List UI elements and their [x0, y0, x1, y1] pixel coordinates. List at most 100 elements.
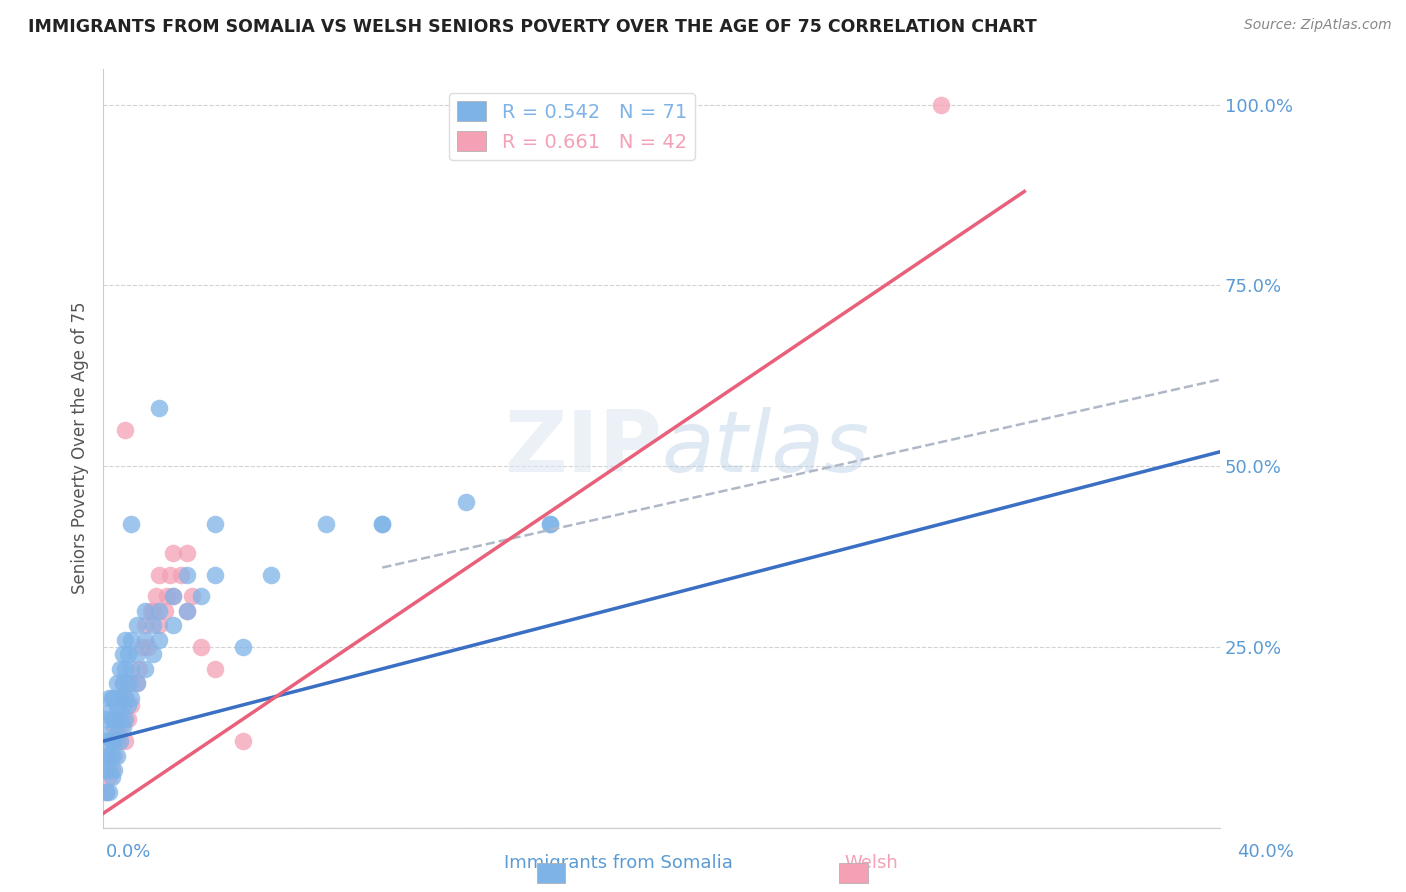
Point [100, 770, 122, 784]
Point [94, 785, 117, 799]
Point [454, 495, 477, 509]
Point [315, 517, 337, 532]
Point [111, 720, 134, 734]
Point [117, 676, 139, 690]
Point [650, 97, 672, 112]
Point [120, 676, 142, 690]
Point [125, 618, 148, 632]
Point [94, 734, 117, 748]
Point [97, 690, 120, 705]
Point [153, 604, 176, 618]
Point [108, 690, 131, 705]
Point [232, 640, 254, 654]
Point [204, 567, 226, 582]
Point [120, 632, 142, 647]
Point [117, 648, 139, 662]
Point [111, 676, 134, 690]
Point [162, 618, 184, 632]
Point [108, 734, 131, 748]
Point [134, 618, 156, 632]
Point [103, 720, 125, 734]
Point [103, 763, 125, 777]
Point [114, 690, 136, 705]
Point [108, 690, 131, 705]
Point [105, 748, 128, 763]
Point [97, 748, 120, 763]
Point [117, 698, 139, 712]
Point [114, 690, 136, 705]
Point [371, 517, 394, 532]
Text: 40.0%: 40.0% [1237, 843, 1294, 861]
Point [103, 713, 125, 727]
Text: ZIP: ZIP [503, 407, 661, 490]
Point [170, 567, 193, 582]
Point [371, 517, 394, 532]
Point [176, 604, 198, 618]
Point [100, 734, 122, 748]
Point [114, 734, 136, 748]
Point [100, 713, 122, 727]
Text: atlas: atlas [661, 407, 869, 490]
Point [97, 727, 120, 741]
Point [108, 713, 131, 727]
Text: Immigrants from Somalia: Immigrants from Somalia [505, 855, 733, 872]
Point [111, 698, 134, 712]
Point [120, 662, 142, 676]
Point [94, 785, 117, 799]
Text: IMMIGRANTS FROM SOMALIA VS WELSH SENIORS POVERTY OVER THE AGE OF 75 CORRELATION : IMMIGRANTS FROM SOMALIA VS WELSH SENIORS… [28, 18, 1036, 36]
Point [136, 640, 159, 654]
Point [181, 590, 204, 604]
Legend: R = 0.542   N = 71, R = 0.661   N = 42: R = 0.542 N = 71, R = 0.661 N = 42 [450, 94, 695, 160]
Point [156, 590, 179, 604]
Point [105, 727, 128, 741]
Point [148, 604, 170, 618]
Point [97, 763, 120, 777]
Point [142, 604, 165, 618]
Point [120, 698, 142, 712]
Point [105, 705, 128, 719]
Point [105, 698, 128, 712]
Point [111, 676, 134, 690]
Point [108, 720, 131, 734]
Point [148, 632, 170, 647]
Point [142, 648, 165, 662]
Point [103, 690, 125, 705]
Point [114, 662, 136, 676]
Point [232, 734, 254, 748]
Point [120, 517, 142, 532]
Point [162, 546, 184, 560]
Text: Welsh: Welsh [845, 855, 898, 872]
Point [111, 713, 134, 727]
Point [134, 662, 156, 676]
Point [162, 590, 184, 604]
Point [94, 713, 117, 727]
Point [97, 705, 120, 719]
Point [204, 662, 226, 676]
Point [125, 676, 148, 690]
Point [538, 517, 561, 532]
Point [111, 648, 134, 662]
Point [105, 676, 128, 690]
Point [929, 97, 952, 112]
Text: 0.0%: 0.0% [105, 843, 150, 861]
Point [94, 763, 117, 777]
Point [148, 618, 170, 632]
Point [142, 618, 165, 632]
Point [139, 604, 162, 618]
Point [105, 734, 128, 748]
Point [100, 690, 122, 705]
Point [100, 763, 122, 777]
Point [204, 517, 226, 532]
Point [97, 748, 120, 763]
Point [134, 604, 156, 618]
Point [108, 662, 131, 676]
Point [148, 401, 170, 416]
Text: Source: ZipAtlas.com: Source: ZipAtlas.com [1244, 18, 1392, 32]
Point [176, 567, 198, 582]
Point [259, 567, 281, 582]
Point [145, 590, 167, 604]
Point [190, 590, 212, 604]
Point [538, 517, 561, 532]
Point [162, 590, 184, 604]
Y-axis label: Seniors Poverty Over the Age of 75: Seniors Poverty Over the Age of 75 [72, 302, 89, 594]
